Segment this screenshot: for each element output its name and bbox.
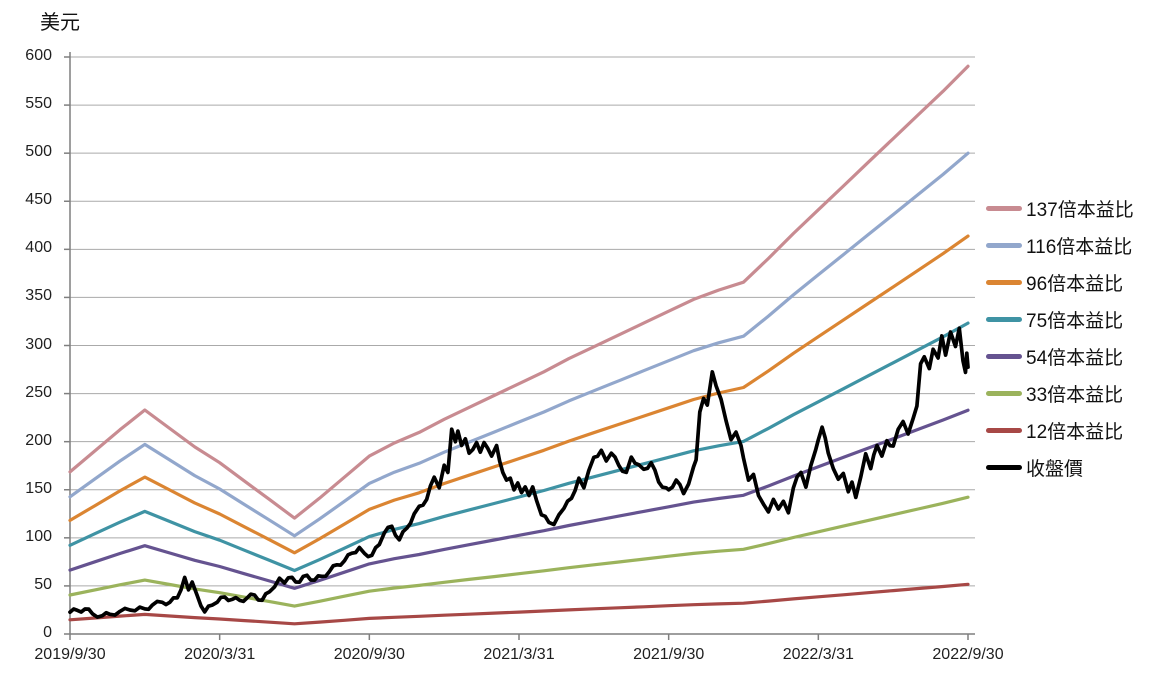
series-line-116pe [68,151,970,538]
x-axis-label-2021-9-30: 2021/9/30 [633,646,705,663]
series-line-close-price [68,326,970,619]
legend-swatch-icon [986,206,1022,211]
y-axis-unit-label: 美元 [40,10,80,34]
x-axis-label-2020-3-31: 2020/3/31 [184,646,256,663]
y-axis-label-600: 600 [25,47,52,64]
y-axis-label-450: 450 [25,191,52,209]
legend-swatch-icon [986,391,1022,396]
legend-label: 96倍本益比 [1026,274,1124,295]
y-axis-label-100: 100 [25,527,52,545]
y-axis-label-400: 400 [25,239,52,257]
series-line-12pe [68,582,970,626]
x-axis-label-2022-9-30: 2022/9/30 [932,646,1004,663]
legend-label: 54倍本益比 [1026,348,1124,369]
legend-item-75pe: 75倍本益比 [986,301,1176,338]
y-axis-label-550: 550 [25,95,52,113]
legend-item-12pe: 12倍本益比 [986,412,1176,449]
legend-item-137pe: 137倍本益比 [986,190,1176,227]
legend-item-54pe: 54倍本益比 [986,338,1176,375]
legend-swatch-icon [986,465,1022,470]
legend-swatch-icon [986,354,1022,359]
series-line-75pe [68,321,970,573]
legend-swatch-icon [986,280,1022,285]
legend-item-116pe: 116倍本益比 [986,227,1176,264]
series-line-96pe [68,234,970,555]
legend-label: 33倍本益比 [1026,385,1124,406]
legend-swatch-icon [986,428,1022,433]
x-axis-label-2020-9-30: 2020/9/30 [333,646,405,663]
series-line-137pe [68,64,970,520]
legend-label: 12倍本益比 [1026,422,1124,443]
y-axis-label-200: 200 [25,431,52,449]
legend-item-33pe: 33倍本益比 [986,375,1176,412]
legend-label: 116倍本益比 [1026,237,1133,258]
legend-item-96pe: 96倍本益比 [986,264,1176,301]
legend: 137倍本益比 116倍本益比 96倍本益比 75倍本益比 54倍本益比 33倍本益比 12… [986,190,1176,486]
x-axis-label-2019-9-30: 2019/9/30 [34,646,106,663]
legend-swatch-icon [986,243,1022,248]
y-axis-label-0: 0 [43,624,52,641]
legend-label: 75倍本益比 [1026,311,1124,332]
legend-swatch-icon [986,317,1022,322]
y-axis-label-150: 150 [25,479,52,497]
legend-item-close-price: 收盤價 [986,449,1176,486]
series-line-54pe [68,408,970,590]
x-axis-label-2022-3-31: 2022/3/31 [782,646,854,663]
y-axis-label-50: 50 [34,575,52,593]
x-axis-label-2021-3-31: 2021/3/31 [483,646,555,663]
series-line-33pe [68,495,970,608]
legend-label: 137倍本益比 [1026,200,1134,221]
y-axis-label-350: 350 [25,287,52,305]
legend-label: 收盤價 [1026,459,1084,480]
y-axis-label-300: 300 [25,335,52,353]
y-axis-label-500: 500 [25,143,52,161]
y-axis-label-250: 250 [25,383,52,401]
